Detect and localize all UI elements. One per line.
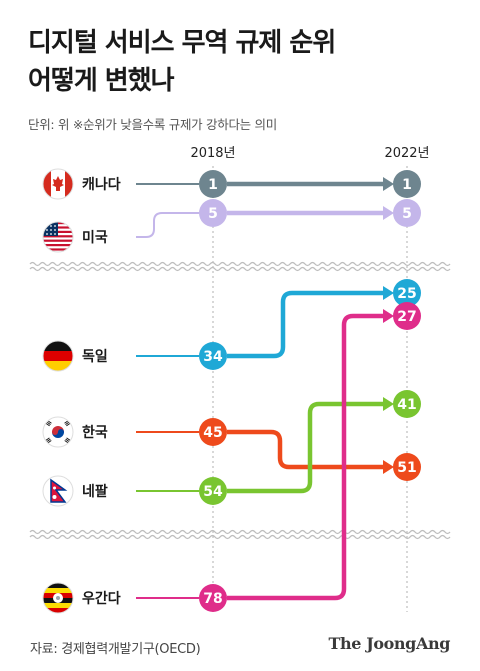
series-1-marker-start: 1 <box>199 170 227 198</box>
series-2-rank-label-end: 5 <box>402 206 412 222</box>
series-5-country-label: 네팔 <box>82 483 108 500</box>
series-1-rank-label-start: 1 <box>208 177 218 193</box>
series-3-marker-end: 25 <box>393 279 421 307</box>
series-1-country-label: 캐나다 <box>82 177 121 193</box>
series-3-rank-label-end: 25 <box>397 286 416 302</box>
series-3-marker-start: 34 <box>199 342 227 370</box>
series-5-slope-path <box>227 401 385 494</box>
chart-title: 디지털 서비스 무역 규제 순위 어떻게 변했나 <box>28 24 336 100</box>
series-3-slope-path <box>227 290 385 359</box>
series-2-marker-end: 5 <box>393 199 421 227</box>
series-6-slope-path <box>227 313 385 601</box>
korea-flag <box>42 416 74 448</box>
series-6-country-label: 우간다 <box>82 590 121 607</box>
series-4-marker-end: 51 <box>393 453 421 481</box>
series-2-connector-line <box>136 212 199 238</box>
series-1-arrowhead <box>383 177 394 191</box>
title-line-2: 어떻게 변했나 <box>28 66 175 96</box>
series-3-country-label: 독일 <box>82 349 108 365</box>
series-4-rank-label-start: 45 <box>203 425 222 441</box>
series-3-rank-label-start: 34 <box>203 349 223 365</box>
publisher-logo: The JoongAng <box>328 634 451 653</box>
title-line-1: 디지털 서비스 무역 규제 순위 <box>28 28 336 58</box>
chart-subtitle: 단위: 위 ※순위가 낮을수록 규제가 강하다는 의미 <box>28 117 277 132</box>
series-5-rank-label-end: 41 <box>397 397 416 413</box>
axis-break-upper <box>29 261 451 272</box>
series-6-rank-label-end: 27 <box>397 309 416 325</box>
year-label-1: 2018년 <box>190 146 235 161</box>
series-5-marker-start: 54 <box>199 477 227 505</box>
series-4-country-label: 한국 <box>82 425 108 441</box>
series-2-marker-start: 5 <box>199 199 227 227</box>
series-4-marker-start: 45 <box>199 418 227 446</box>
year-label-2: 2022년 <box>384 146 429 161</box>
series-5-marker-end: 41 <box>393 390 421 418</box>
axis-break-lower <box>29 529 451 540</box>
series-2-country-label: 미국 <box>82 230 108 246</box>
series-6-marker-end: 27 <box>393 302 421 330</box>
series-4-arrowhead <box>383 460 394 474</box>
uganda-flag <box>42 582 74 614</box>
canada-flag <box>42 168 74 200</box>
series-6-rank-label-start: 78 <box>203 591 222 607</box>
series-2-rank-label-start: 5 <box>208 206 218 222</box>
series-4-rank-label-end: 51 <box>397 460 416 476</box>
series-4-slope-path <box>227 429 385 470</box>
series-5-arrowhead <box>383 397 394 411</box>
series-2-arrowhead <box>383 206 394 220</box>
nepal-flag <box>42 475 74 507</box>
series-6-marker-start: 78 <box>199 584 227 612</box>
source-note: 자료: 경제협력개발기구(OECD) <box>30 642 201 657</box>
germany-flag <box>42 340 74 372</box>
series-1-marker-end: 1 <box>393 170 421 198</box>
series-6-arrowhead <box>383 309 394 323</box>
series-5-rank-label-start: 54 <box>203 484 223 500</box>
series-3-arrowhead <box>383 286 394 300</box>
series-1-rank-label-end: 1 <box>402 177 412 193</box>
usa-flag <box>42 221 74 253</box>
